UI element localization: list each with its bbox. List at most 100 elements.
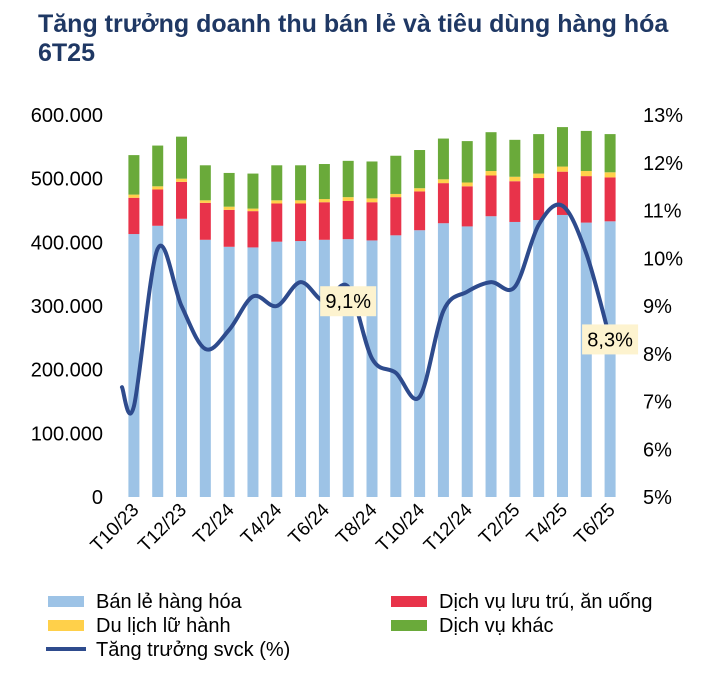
bar-segment — [461, 182, 473, 187]
bar-segment — [533, 220, 545, 498]
bar-segment — [580, 171, 592, 177]
y-left-tick-label: 600.000 — [31, 105, 103, 127]
y-left-tick-label: 400.000 — [31, 232, 103, 254]
x-tick-label: T4/25 — [523, 500, 572, 549]
bar-segment — [414, 188, 426, 192]
bar-segment — [271, 165, 283, 201]
bar-segment — [128, 194, 140, 198]
bar-segment — [390, 193, 402, 198]
bar-segment — [128, 197, 140, 235]
y-right-tick-label: 13% — [643, 105, 683, 127]
bar-segment — [604, 221, 616, 497]
bar-segment — [271, 203, 283, 242]
bar-segment — [152, 189, 164, 226]
bar-segment — [461, 186, 473, 227]
bar-segment — [318, 164, 330, 200]
bar-segment — [199, 239, 211, 497]
bar-segment — [247, 173, 259, 209]
bar-segment — [509, 139, 521, 177]
bar-segment — [485, 132, 497, 172]
annotation-box — [582, 324, 639, 355]
bar-segment — [176, 136, 188, 179]
y-left-tick-label: 0 — [92, 487, 103, 509]
bar-segment — [128, 155, 140, 195]
x-tick-label: T12/23 — [134, 500, 191, 557]
bar-segment — [437, 138, 449, 180]
legend-label: Bán lẻ hàng hóa — [96, 591, 243, 613]
bar-segment — [556, 171, 568, 215]
bar-segment — [509, 221, 521, 497]
bar-segment — [176, 218, 188, 497]
y-right-tick-label: 12% — [643, 153, 683, 175]
bar-segment — [580, 176, 592, 223]
bar-segment — [533, 173, 545, 179]
bar-segment — [199, 200, 211, 203]
bar-segment — [604, 172, 616, 178]
bar-segment — [437, 183, 449, 224]
y-left-tick-label: 200.000 — [31, 360, 103, 382]
bar-segment — [556, 214, 568, 497]
bar-segment — [366, 202, 378, 241]
legend-swatch — [48, 620, 84, 631]
bar-segment — [271, 200, 283, 204]
legend-label: Tăng trưởng svck (%) — [96, 639, 290, 661]
bar-segment — [414, 150, 426, 189]
bar-segment — [342, 200, 354, 240]
bar-segment — [556, 127, 568, 167]
y-right-tick-label: 11% — [643, 201, 682, 223]
bar-segment — [318, 202, 330, 240]
legend-label: Dịch vụ lưu trú, ăn uống — [439, 591, 653, 613]
bar-segment — [152, 225, 164, 497]
bar-segment — [509, 176, 521, 182]
x-tick-label: T2/25 — [475, 500, 524, 549]
bar-segment — [437, 223, 449, 497]
bar-segment — [342, 239, 354, 497]
bar-segment — [390, 197, 402, 236]
bar-segment — [152, 145, 164, 187]
y-right-tick-label: 7% — [643, 392, 672, 414]
legend-label: Dịch vụ khác — [439, 615, 554, 637]
bar-segment — [437, 179, 449, 184]
legend-swatch — [391, 596, 427, 607]
bar-segment — [295, 241, 307, 497]
x-tick-label: T2/24 — [189, 499, 239, 549]
bar-segment — [128, 234, 140, 497]
bar-segment — [604, 134, 616, 173]
x-tick-label: T10/24 — [372, 499, 429, 556]
bar-segment — [509, 181, 521, 222]
bar-segment — [556, 166, 568, 172]
y-right-tick-label: 9% — [643, 296, 672, 318]
bar-segment — [223, 246, 235, 497]
bar-segment — [223, 206, 235, 210]
bar-segment — [318, 199, 330, 203]
y-right-tick-label: 6% — [643, 439, 672, 461]
y-right-tick-label: 10% — [643, 248, 683, 270]
annotation-label: 8,3% — [587, 329, 633, 351]
x-tick-label: T6/25 — [570, 500, 619, 549]
y-left-tick-label: 300.000 — [31, 296, 103, 318]
bar-segment — [271, 241, 283, 497]
bar-segment — [366, 161, 378, 199]
bar-segment — [485, 175, 497, 217]
bar-segment — [390, 235, 402, 497]
bar-segment — [485, 216, 497, 498]
annotation-box — [320, 286, 377, 317]
legend-label: Du lịch lữ hành — [96, 615, 231, 637]
bar-segment — [199, 202, 211, 240]
bar-segment — [414, 191, 426, 231]
bar-segment — [604, 177, 616, 222]
bar-segment — [223, 172, 235, 207]
bar-segment — [176, 181, 188, 219]
bar-segment — [533, 178, 545, 221]
bar-segment — [580, 130, 592, 172]
bar-segment — [461, 141, 473, 183]
bar-segment — [533, 134, 545, 174]
bar-segment — [461, 226, 473, 497]
bar-segment — [414, 230, 426, 497]
bar-segment — [199, 165, 211, 201]
bar-segment — [247, 247, 259, 497]
bar-segment — [295, 200, 307, 204]
bar-segment — [295, 203, 307, 242]
bar-segment — [295, 165, 307, 201]
